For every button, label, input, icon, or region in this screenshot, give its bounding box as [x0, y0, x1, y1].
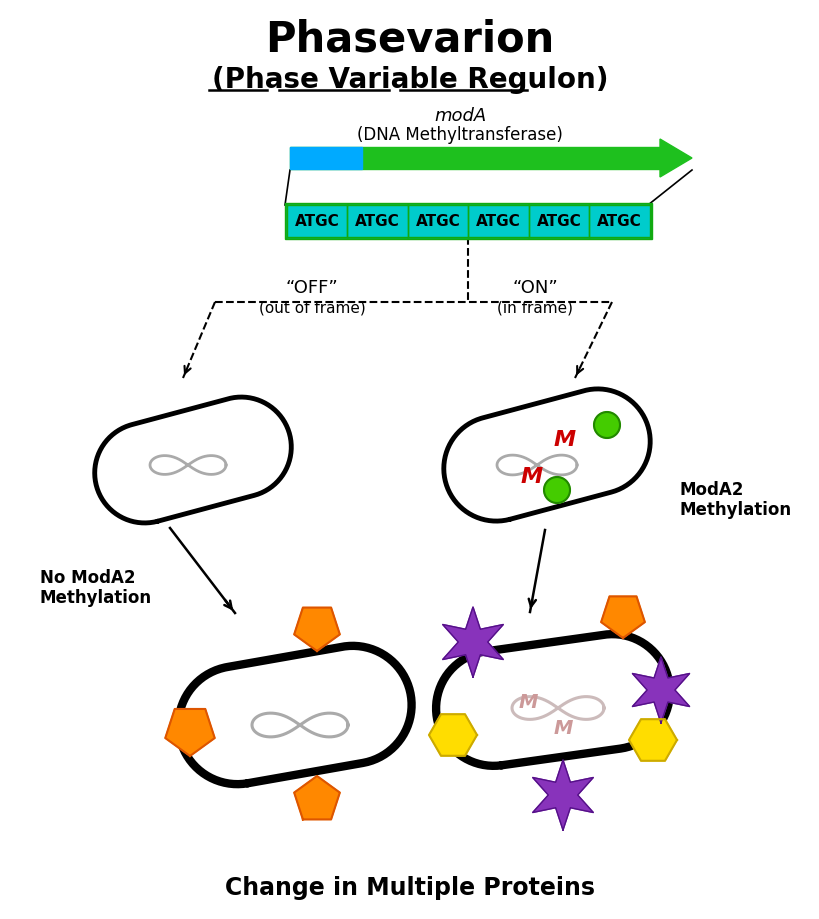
Polygon shape [285, 203, 651, 239]
Text: No ModA2
Methylation: No ModA2 Methylation [40, 569, 152, 607]
Polygon shape [347, 205, 407, 237]
Text: M: M [554, 430, 576, 450]
Polygon shape [294, 776, 339, 820]
Text: ATGC: ATGC [476, 213, 521, 229]
Polygon shape [179, 646, 411, 784]
Text: M: M [553, 719, 572, 738]
Polygon shape [590, 205, 649, 237]
Polygon shape [628, 720, 676, 761]
Text: ATGC: ATGC [295, 213, 339, 229]
Text: (Phase Variable Regulon): (Phase Variable Regulon) [211, 66, 608, 94]
Text: (in frame): (in frame) [496, 301, 572, 315]
Text: M: M [518, 693, 537, 711]
Text: M: M [520, 467, 542, 487]
Polygon shape [468, 205, 528, 237]
Polygon shape [287, 205, 346, 237]
Text: ATGC: ATGC [415, 213, 460, 229]
Text: Phasevarion: Phasevarion [265, 19, 554, 61]
Polygon shape [165, 709, 215, 756]
Polygon shape [532, 760, 593, 830]
Polygon shape [290, 147, 659, 169]
Text: modA: modA [433, 107, 486, 125]
Polygon shape [436, 634, 669, 766]
Polygon shape [600, 596, 644, 638]
Polygon shape [442, 607, 503, 677]
Circle shape [593, 412, 619, 438]
Text: ATGC: ATGC [597, 213, 641, 229]
Text: Change in Multiple Proteins: Change in Multiple Proteins [224, 876, 595, 900]
Text: ATGC: ATGC [355, 213, 400, 229]
Text: “OFF”: “OFF” [285, 279, 338, 297]
Polygon shape [631, 657, 689, 723]
Circle shape [543, 477, 569, 503]
Text: ModA2
Methylation: ModA2 Methylation [679, 481, 791, 519]
Polygon shape [408, 205, 468, 237]
Text: ATGC: ATGC [536, 213, 581, 229]
Polygon shape [529, 205, 588, 237]
Text: (DNA Methyltransferase): (DNA Methyltransferase) [356, 126, 563, 144]
Polygon shape [443, 389, 649, 521]
Polygon shape [428, 714, 477, 755]
Text: “ON”: “ON” [512, 279, 557, 297]
Polygon shape [290, 147, 361, 169]
Text: (out of frame): (out of frame) [258, 301, 365, 315]
Polygon shape [94, 397, 291, 523]
Polygon shape [659, 139, 691, 177]
Polygon shape [294, 607, 339, 651]
